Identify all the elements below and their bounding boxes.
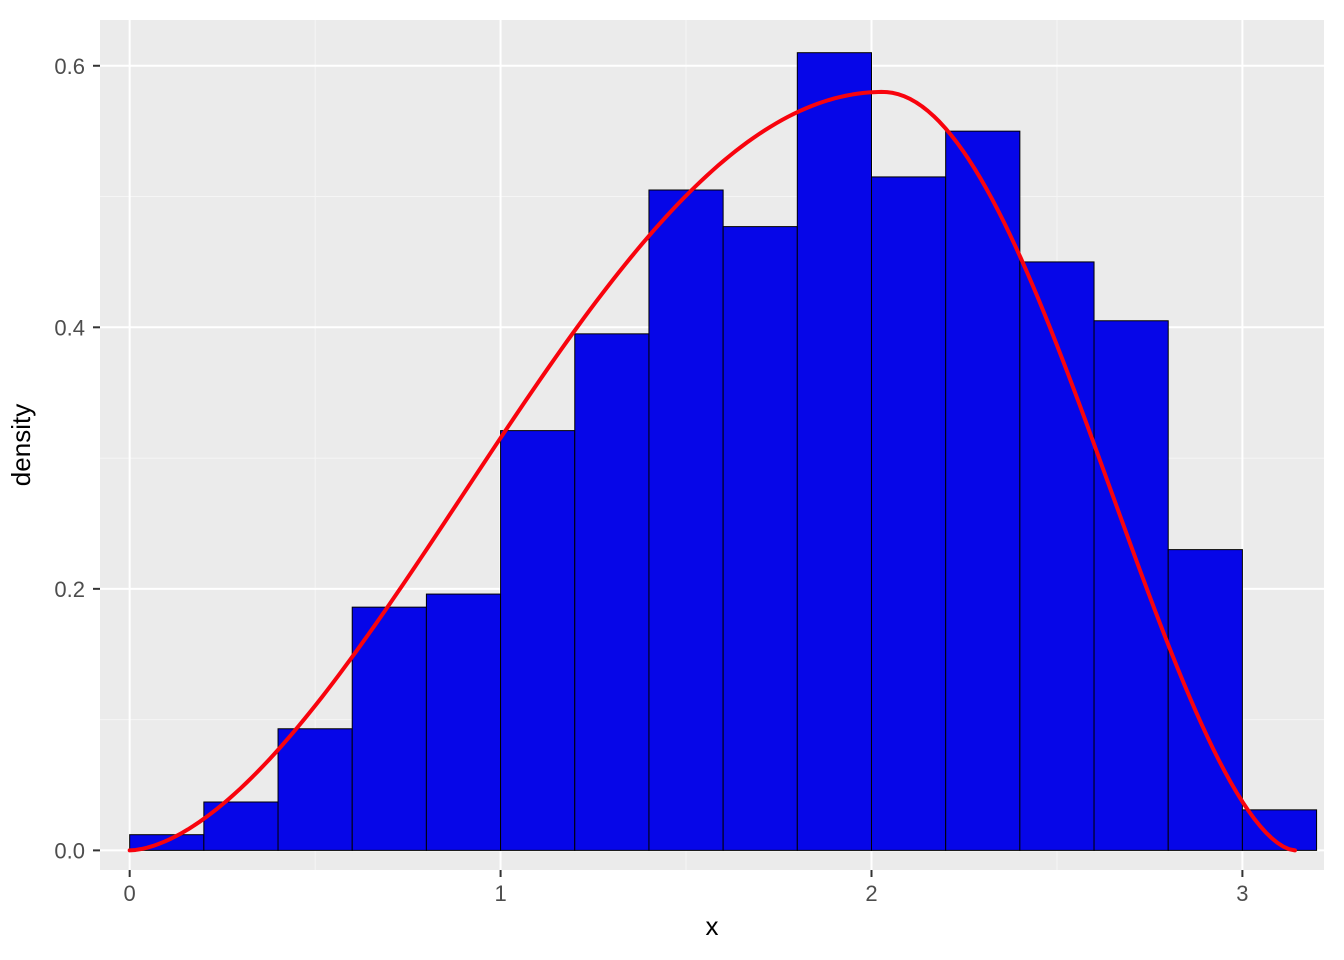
histogram-bar [501,431,575,851]
y-tick-label: 0.0 [54,838,85,863]
density-histogram-chart: 0 1 2 3 0.0 0.2 0.4 0.6 x density [0,0,1344,960]
y-tick-label: 0.4 [54,315,85,340]
histogram-bar [649,190,723,850]
histogram-bar [871,177,945,850]
chart-svg: 0 1 2 3 0.0 0.2 0.4 0.6 x density [0,0,1344,960]
x-tick-label: 0 [124,881,136,906]
x-tick-label: 2 [865,881,877,906]
histogram-bar [1168,550,1242,851]
y-tick-label: 0.2 [54,577,85,602]
histogram-bar [797,53,871,851]
histogram-bar [278,729,352,851]
y-tick-label: 0.6 [54,54,85,79]
x-tick-label: 3 [1236,881,1248,906]
histogram-bar [946,131,1020,850]
x-axis-label: x [706,911,719,941]
y-axis-label: density [6,404,36,486]
histogram-bar [723,227,797,851]
histogram-bar [575,334,649,851]
histogram-bar [426,594,500,850]
histogram-bar [1094,321,1168,851]
x-tick-label: 1 [494,881,506,906]
